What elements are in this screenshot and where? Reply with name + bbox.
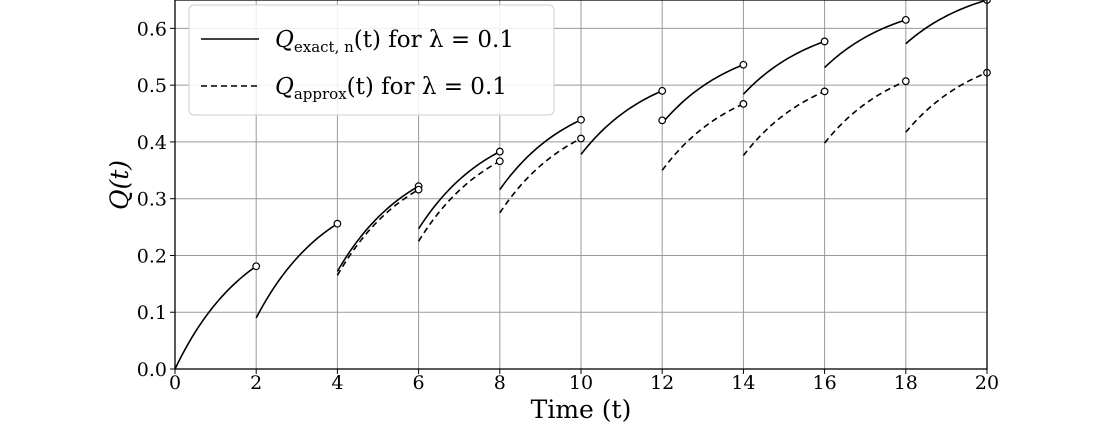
- data-point-marker: [495, 147, 504, 156]
- exact-curve-segment: [661, 63, 744, 124]
- x-tick-label: 10: [569, 372, 593, 394]
- approx-curve-segment: [905, 71, 988, 133]
- data-point-marker: [901, 15, 910, 24]
- y-tick-label: 0.6: [137, 18, 167, 40]
- y-axis-label: Q(t): [105, 160, 134, 210]
- y-tick-label: 0.4: [137, 132, 167, 154]
- data-point-marker: [577, 134, 585, 143]
- approx-curve-segment: [661, 103, 744, 171]
- legend-entry-exact: Qexact, n(t) for λ = 0.1: [275, 27, 514, 56]
- x-tick-label: 20: [975, 372, 999, 394]
- x-tick-label: 14: [731, 372, 755, 394]
- x-tick-label: 12: [650, 372, 674, 394]
- y-tick-label: 0.2: [137, 245, 167, 267]
- legend-box: [188, 4, 555, 116]
- plot-markers: [252, 0, 991, 271]
- legend: Qexact, n(t) for λ = 0.1 Qapprox(t) for …: [188, 4, 555, 116]
- data-point-marker: [333, 219, 342, 228]
- exact-curve-segment: [905, 0, 988, 45]
- y-tick-label: 0.1: [137, 302, 167, 324]
- approx-curve-segment: [742, 90, 825, 157]
- exact-curve-segment: [417, 150, 501, 230]
- y-tick-label: 0.0: [137, 359, 167, 381]
- x-tick-label: 16: [813, 372, 837, 394]
- data-point-marker: [658, 86, 667, 95]
- exact-curve-segment: [742, 40, 825, 95]
- exact-curve-segment: [580, 90, 663, 155]
- ticks: 0 2 4 6 8 10 12 14 16 18 20 0.0 0.1 0.2 0.3 0.4 0.5 0.6: [137, 18, 999, 394]
- exact-curve-segment: [824, 19, 907, 69]
- approx-curve-segment: [417, 160, 501, 242]
- x-axis-label: Time (t): [531, 395, 632, 424]
- exact-curve-segment: [255, 223, 338, 319]
- x-tick-label: 6: [413, 372, 425, 394]
- data-point-marker: [739, 60, 748, 69]
- x-tick-label: 4: [331, 372, 343, 394]
- exact-curve-segment: [174, 265, 257, 370]
- x-tick-label: 0: [169, 372, 181, 394]
- x-tick-label: 18: [894, 372, 918, 394]
- data-point-marker: [820, 37, 829, 46]
- data-point-marker: [820, 87, 829, 96]
- exact-curve-segment: [336, 185, 420, 272]
- approx-curve-segment: [823, 80, 907, 144]
- approx-curve-segment: [336, 188, 420, 276]
- x-tick-label: 8: [494, 372, 506, 394]
- data-point-marker: [577, 115, 585, 124]
- legend-entry-approx: Qapprox(t) for λ = 0.1: [275, 74, 507, 103]
- data-point-marker: [739, 99, 748, 108]
- data-point-marker: [252, 262, 261, 271]
- approx-curve-segment: [499, 137, 582, 214]
- y-tick-label: 0.3: [137, 189, 167, 211]
- data-point-marker: [495, 157, 504, 166]
- plot-curves: [174, 0, 988, 370]
- x-tick-label: 2: [250, 372, 262, 394]
- y-tick-label: 0.5: [137, 75, 167, 97]
- data-point-marker: [658, 116, 667, 125]
- data-point-marker: [901, 77, 910, 86]
- data-point-marker: [414, 185, 423, 194]
- exact-curve-segment: [499, 119, 582, 191]
